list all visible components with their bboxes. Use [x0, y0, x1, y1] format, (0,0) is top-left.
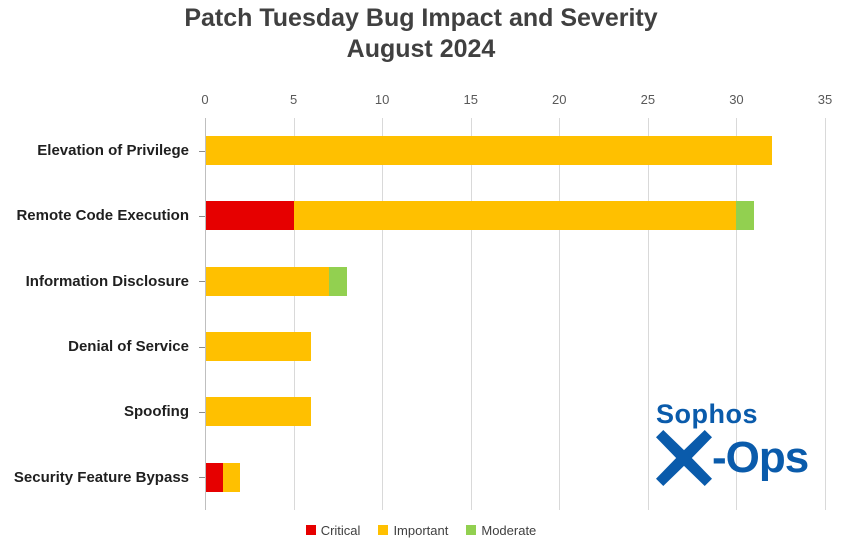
bar-segment-important: [293, 201, 737, 231]
gridline: [647, 118, 649, 510]
x-tick-label: 25: [640, 92, 656, 107]
category-label: Elevation of Privilege: [37, 142, 189, 160]
chart-title: Patch Tuesday Bug Impact and Severity Au…: [0, 3, 842, 65]
chart-title-line1: Patch Tuesday Bug Impact and Severity: [184, 4, 658, 32]
bar-segment-important: [222, 462, 241, 492]
bar-segment-important: [205, 397, 312, 427]
legend-item-important: Important: [378, 523, 448, 538]
x-tick-label: 35: [817, 92, 833, 107]
bar-row: [205, 314, 825, 379]
bar-segment-important: [205, 266, 329, 296]
gridline: [382, 118, 384, 510]
plot-area: [199, 118, 826, 510]
category-label: Security Feature Bypass: [13, 468, 189, 486]
legend-swatch: [378, 525, 389, 535]
legend-label: Moderate: [481, 522, 537, 538]
legend-label: Important: [393, 522, 449, 538]
category-label: Information Disclosure: [25, 272, 189, 290]
gridline: [293, 118, 295, 510]
x-tick-label: 0: [201, 92, 209, 107]
stacked-bar: [205, 332, 825, 362]
x-icon: [656, 430, 712, 486]
category-axis-labels: Elevation of Privilege Remote Code Execut…: [0, 118, 197, 510]
bar-segment-moderate: [329, 266, 347, 296]
bar-row: [205, 445, 825, 510]
sophos-wordmark: Sophos: [656, 399, 758, 429]
category-label: Spoofing: [124, 403, 189, 421]
gridline: [736, 118, 738, 510]
bar-segment-critical: [205, 462, 223, 492]
legend-item-critical: Critical: [305, 522, 361, 538]
bar-rows: [205, 118, 825, 510]
category-axis-tick: [199, 346, 205, 348]
stacked-bar: [205, 266, 825, 296]
ops-text: -Ops: [712, 433, 809, 482]
x-axis-tick-labels: 0 5 10 15 20 25 30 35: [201, 92, 832, 108]
category-axis-tick: [199, 412, 205, 413]
legend: Critical Important Moderate: [0, 519, 842, 541]
bar-segment-important: [205, 332, 312, 362]
gridline: [559, 118, 561, 510]
stacked-bar: [205, 397, 825, 427]
xops-wordmark: -Ops: [656, 430, 809, 486]
bar-row: [205, 249, 825, 314]
x-tick-label: 20: [552, 92, 567, 107]
stacked-bar: [205, 136, 825, 166]
category-label: Denial of Service: [68, 338, 189, 356]
x-tick-label: 30: [729, 92, 744, 107]
stacked-bar: [205, 201, 825, 231]
category-axis-tick: [199, 150, 205, 152]
category-axis-line: [205, 118, 206, 510]
gridline: [470, 118, 472, 510]
legend-swatch: [305, 525, 316, 535]
bar-row: [205, 183, 825, 248]
legend-item-moderate: Moderate: [466, 523, 536, 538]
bar-row: [205, 118, 825, 183]
legend-swatch: [466, 525, 477, 535]
x-tick-label: 10: [374, 92, 390, 107]
x-tick-label: 15: [463, 92, 478, 107]
gridline: [825, 118, 826, 510]
stacked-bar: [205, 462, 825, 492]
legend-label: Critical: [320, 522, 361, 538]
bar-row: [205, 379, 825, 444]
bar-segment-important: [205, 136, 772, 166]
x-tick-label: 5: [289, 92, 298, 107]
category-axis-tick: [199, 281, 205, 283]
bar-segment-moderate: [736, 201, 755, 231]
bar-segment-critical: [205, 201, 294, 231]
chart-title-line2: August 2024: [346, 35, 496, 63]
sophos-xops-logo: Sophos -Ops: [656, 399, 809, 486]
category-axis-tick: [199, 477, 205, 479]
category-axis-tick: [199, 216, 205, 217]
category-label: Remote Code Execution: [16, 207, 189, 225]
